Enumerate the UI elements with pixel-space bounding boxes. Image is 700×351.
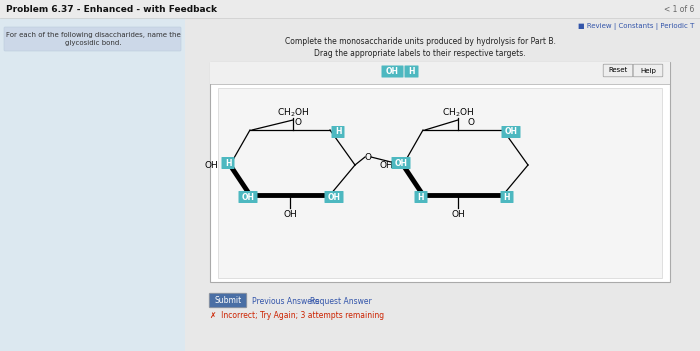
FancyBboxPatch shape <box>209 293 247 308</box>
Text: H: H <box>504 192 510 201</box>
Text: < 1 of 6: < 1 of 6 <box>664 6 694 14</box>
Text: O: O <box>468 118 475 127</box>
FancyBboxPatch shape <box>603 64 633 77</box>
Text: Drag the appropriate labels to their respective targets.: Drag the appropriate labels to their res… <box>314 48 526 58</box>
Text: Help: Help <box>640 67 656 73</box>
Text: OH: OH <box>505 127 517 137</box>
FancyBboxPatch shape <box>634 64 663 77</box>
Text: ✗  Incorrect; Try Again; 3 attempts remaining: ✗ Incorrect; Try Again; 3 attempts remai… <box>210 311 384 319</box>
FancyBboxPatch shape <box>239 191 258 203</box>
Text: Previous Answers: Previous Answers <box>252 297 319 305</box>
Bar <box>0 0 700 18</box>
Text: H: H <box>418 192 424 201</box>
FancyBboxPatch shape <box>382 66 403 78</box>
Text: H: H <box>225 159 231 167</box>
Text: H: H <box>408 67 414 76</box>
Bar <box>218 88 662 278</box>
Text: ■ Review | Constants | Periodic T: ■ Review | Constants | Periodic T <box>578 22 694 29</box>
Text: O: O <box>295 118 302 127</box>
Text: Reset: Reset <box>608 67 628 73</box>
Text: CH$_2$OH: CH$_2$OH <box>442 107 474 119</box>
FancyBboxPatch shape <box>332 126 344 138</box>
Text: OH: OH <box>283 210 297 219</box>
Text: Request Answer: Request Answer <box>310 297 372 305</box>
Text: H: H <box>335 127 342 137</box>
FancyBboxPatch shape <box>500 191 514 203</box>
Text: OH: OH <box>328 192 340 201</box>
FancyBboxPatch shape <box>4 27 181 51</box>
Bar <box>185 18 700 351</box>
Bar <box>0 18 185 351</box>
Text: OH: OH <box>204 160 218 170</box>
Bar <box>210 62 670 84</box>
FancyBboxPatch shape <box>501 126 521 138</box>
Text: OH: OH <box>241 192 255 201</box>
Text: O: O <box>365 152 372 161</box>
Text: OH: OH <box>451 210 465 219</box>
FancyBboxPatch shape <box>210 62 670 282</box>
Text: OH: OH <box>386 67 399 76</box>
FancyBboxPatch shape <box>391 157 410 169</box>
Text: Submit: Submit <box>214 296 241 305</box>
Text: Complete the monosaccharide units produced by hydrolysis for Part B.: Complete the monosaccharide units produc… <box>285 38 555 46</box>
Text: CH$_2$OH: CH$_2$OH <box>276 107 309 119</box>
FancyBboxPatch shape <box>221 157 234 169</box>
FancyBboxPatch shape <box>414 191 428 203</box>
Text: For each of the following disaccharides, name the glycosidic bond.: For each of the following disaccharides,… <box>6 33 181 46</box>
FancyBboxPatch shape <box>405 66 419 78</box>
Text: Problem 6.37 - Enhanced - with Feedback: Problem 6.37 - Enhanced - with Feedback <box>6 6 217 14</box>
Text: OH: OH <box>379 160 393 170</box>
Text: OH: OH <box>395 159 407 167</box>
FancyBboxPatch shape <box>325 191 344 203</box>
